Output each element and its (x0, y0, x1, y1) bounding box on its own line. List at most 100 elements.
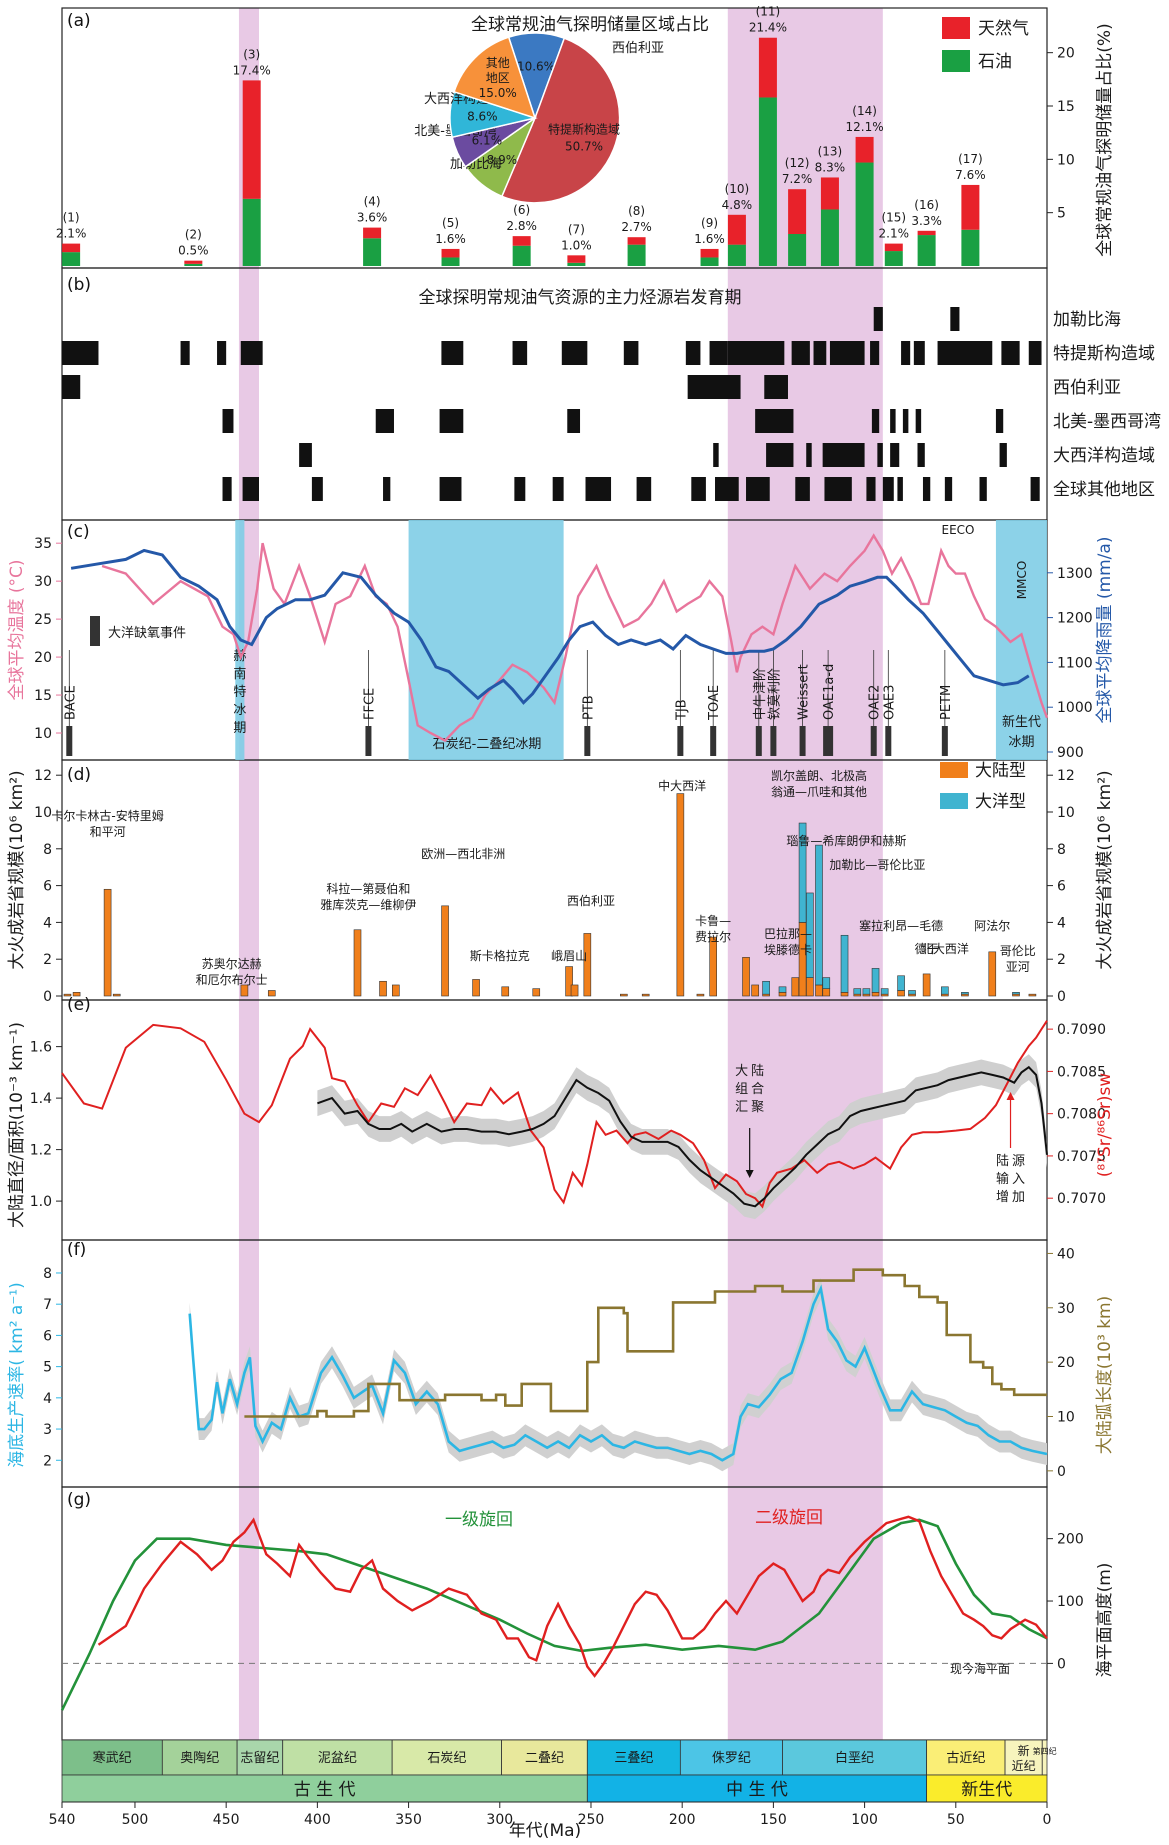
oceanic-lip-bar (778, 986, 787, 993)
bar-id-label: (7) (568, 222, 585, 236)
x-tick-label: 200 (669, 1812, 696, 1828)
anoxic-event-bar (66, 726, 73, 756)
row-label: 全球其他地区 (1053, 480, 1155, 500)
panel-b-label: (b) (67, 275, 91, 295)
source-rock-block (685, 341, 701, 365)
oil-bar (441, 257, 460, 266)
source-rock-block (764, 375, 788, 399)
source-rock-block (439, 409, 464, 433)
source-rock-block (691, 477, 706, 501)
source-rock-block (514, 477, 526, 501)
lip-annotation-line1: 科拉—第聂伯和 (326, 881, 410, 896)
oil-bar (758, 97, 777, 266)
bar-id-label: (14) (852, 104, 877, 118)
x-tick-label: 100 (851, 1812, 878, 1828)
assembly-arrowhead (745, 1170, 754, 1178)
gas-bar (184, 260, 203, 264)
bar-value-label: 1.6% (694, 232, 725, 246)
x-tick-label: 500 (122, 1812, 149, 1828)
panel-b: (b) 全球探明常规油气资源的主力烃源岩发育期 加勒比海特提斯构造域西伯利亚北美… (62, 275, 1161, 501)
source-rock-block (870, 341, 880, 365)
tick-label: 40 (1057, 1246, 1075, 1262)
period-label: 寒武纪 (93, 1750, 132, 1766)
bar-value-label: 2.8% (506, 219, 537, 233)
oil-bar (363, 238, 382, 266)
assembly-annotation-char: 聚 (751, 1100, 764, 1115)
temperature-line (101, 533, 1049, 743)
age-axis: 540 500 450 400 350 300 250 200 150 100 50 0 (49, 1801, 1052, 1828)
tick-label: 1100 (1057, 655, 1093, 671)
bar-id-label: (9) (701, 216, 718, 230)
period-label: 侏罗纪 (712, 1751, 751, 1766)
anoxic-event-bar (770, 726, 777, 756)
source-rock-block (512, 341, 528, 365)
assembly-annotation-char: 汇 (735, 1100, 748, 1115)
period-label: 志留纪 (240, 1751, 279, 1766)
anoxic-event-label: PTB (581, 695, 596, 720)
lip-annotation-line1: 凯尔盖朗、北极高 (771, 768, 867, 783)
source-rock-block (383, 477, 391, 501)
pie-slice-label: 地区 (486, 71, 510, 85)
tick-label: 100 (1057, 1594, 1084, 1610)
source-rock-block (877, 443, 883, 467)
arc-length-line (244, 1268, 1047, 1418)
lip-annotation-line1: 卡鲁— (695, 914, 731, 928)
bar-value-label: 12.1% (846, 120, 884, 134)
assembly-annotation-char: 组 (735, 1082, 748, 1097)
source-rock-block (806, 443, 812, 467)
continental-lip-bar (583, 933, 592, 997)
tick-label: 0.7080 (1057, 1107, 1106, 1123)
era-label: 新生代 (961, 1780, 1012, 1800)
source-rock-block (709, 341, 728, 365)
bar-id-label: (3) (243, 47, 260, 61)
tick-label: 15 (1057, 99, 1075, 115)
lip-annotation-line2: 亚河 (1006, 960, 1030, 974)
source-rock-block (222, 477, 232, 501)
oceanic-lip-bar (880, 988, 889, 995)
period-label: 三叠纪 (614, 1751, 653, 1766)
continent-ratio-uncertainty (317, 1054, 1047, 1220)
source-rock-block (829, 341, 865, 365)
row-label: 大西洋构造域 (1053, 446, 1155, 466)
strontium-line (61, 1020, 1048, 1209)
glaciation-band (995, 520, 1047, 760)
tick-label: 1.6 (30, 1040, 52, 1056)
tick-label: 20 (34, 650, 52, 666)
anoxic-event-label: BACE (63, 685, 78, 720)
glaciation-label-char: 期 (233, 721, 246, 736)
source-rock-block (585, 477, 612, 501)
x-tick-label: 400 (304, 1812, 331, 1828)
continental-lip-bar (392, 984, 400, 997)
panel-f: (f) 2 3 4 5 6 7 8 0 10 20 30 40 海底生产速率( km² a⁻¹) 大陆… (7, 1240, 1115, 1480)
source-rock-block (902, 409, 909, 433)
lip-annotation-line1: 阿法尔 (974, 918, 1010, 933)
gas-bar (62, 243, 81, 253)
tick-label: 8 (43, 842, 52, 858)
lip-annotation-line1: 哥伦比 (1000, 943, 1036, 958)
period-label: 二叠纪 (525, 1751, 564, 1766)
source-rock-block (791, 341, 810, 365)
gas-bar (820, 177, 839, 210)
tick-label: 0 (1057, 1464, 1066, 1480)
tick-label: 10 (1057, 1409, 1075, 1425)
pie-chart: 10.6%西伯利亚特提斯构造域50.7%8.9%加勒比海6.1%北美-墨西哥湾8… (414, 32, 664, 204)
x-tick-label: 50 (947, 1812, 965, 1828)
period-cell (282, 1739, 393, 1776)
pie-slice-value: 8.6% (467, 110, 498, 124)
tick-label: 1.0 (30, 1194, 52, 1210)
continental-lip-bar (988, 951, 997, 997)
bar-id-label: (4) (364, 195, 381, 209)
oil-bar (627, 244, 646, 266)
glaciation-label: 新生代 (1002, 714, 1041, 730)
continental-lip-bar (472, 979, 480, 997)
continental-lip-bar (565, 966, 573, 997)
oceanic-lip-bar (853, 988, 862, 995)
tick-label: 4 (43, 915, 52, 931)
era-label: 中 生 代 (726, 1780, 788, 1800)
assembly-annotation-char: 合 (751, 1082, 764, 1097)
assembly-annotation: 大陆组 合汇聚 (735, 1063, 764, 1178)
pie-title: 全球常规油气探明储量区域占比 (471, 15, 709, 35)
continental-lip-bar (501, 986, 510, 997)
x-tick-label: 0 (1043, 1812, 1052, 1828)
first-order-label: 一级旋回 (445, 1510, 513, 1530)
